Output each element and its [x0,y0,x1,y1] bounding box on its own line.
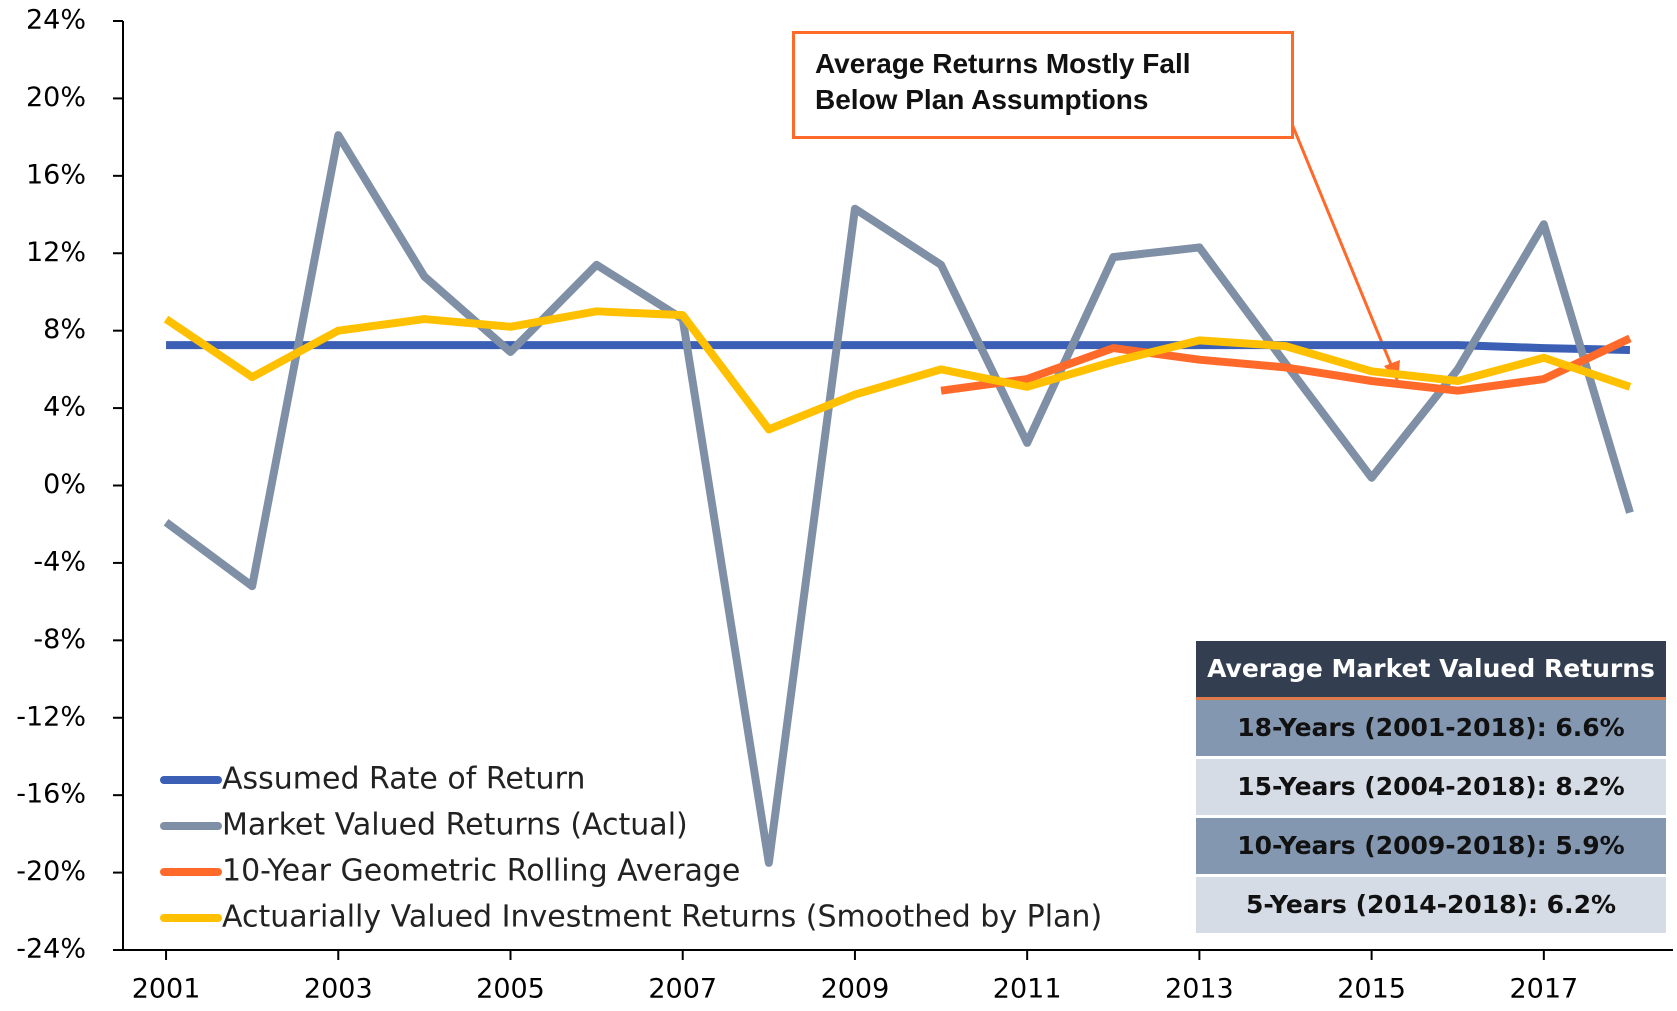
series-line [163,307,1632,434]
y-tick-label: -4% [33,546,86,577]
summary-table: Average Market Valued Returns 18-Years (… [1196,641,1666,936]
y-tick-label: 0% [43,469,86,500]
y-tick-label: -24% [16,934,86,965]
annotation-arrow [1290,123,1396,373]
x-tick-label: 2003 [304,974,373,1005]
series-line [166,341,1631,355]
x-tick-label: 2007 [648,974,717,1005]
x-tick-label: 2001 [132,974,201,1005]
series-line [940,334,1632,395]
legend-label: 10-Year Geometric Rolling Average [222,854,740,889]
x-tick-label: 2011 [993,974,1062,1005]
x-tick-label: 2017 [1509,974,1578,1005]
legend-label: Assumed Rate of Return [222,762,585,797]
x-tick-label: 2009 [821,974,890,1005]
x-tick-label: 2013 [1165,974,1234,1005]
x-tick-label: 2015 [1337,974,1406,1005]
table-row: 10-Years (2009-2018): 5.9% [1196,818,1666,877]
table-row: 5-Years (2014-2018): 6.2% [1196,877,1666,936]
y-tick-label: -16% [16,779,86,810]
y-tick-label: 8% [43,314,86,345]
legend-label: Market Valued Returns (Actual) [222,808,688,843]
y-tick-label: 4% [43,392,86,423]
table-header: Average Market Valued Returns [1196,641,1666,700]
y-tick-label: 16% [26,159,86,190]
x-tick-label: 2005 [476,974,545,1005]
y-tick-label: 12% [26,237,86,268]
y-tick-label: 20% [26,82,86,113]
y-tick-label: -8% [33,624,86,655]
y-tick-label: -20% [16,856,86,887]
table-row: 18-Years (2001-2018): 6.6% [1196,700,1666,759]
annotation: Average Returns Mostly Fall Below Plan A… [792,31,1294,139]
series-line [163,131,1634,867]
table-row: 15-Years (2004-2018): 8.2% [1196,759,1666,818]
y-tick-label: -12% [16,701,86,732]
y-tick-label: 24% [26,5,86,36]
legend-label: Actuarially Valued Investment Returns (S… [222,900,1102,935]
